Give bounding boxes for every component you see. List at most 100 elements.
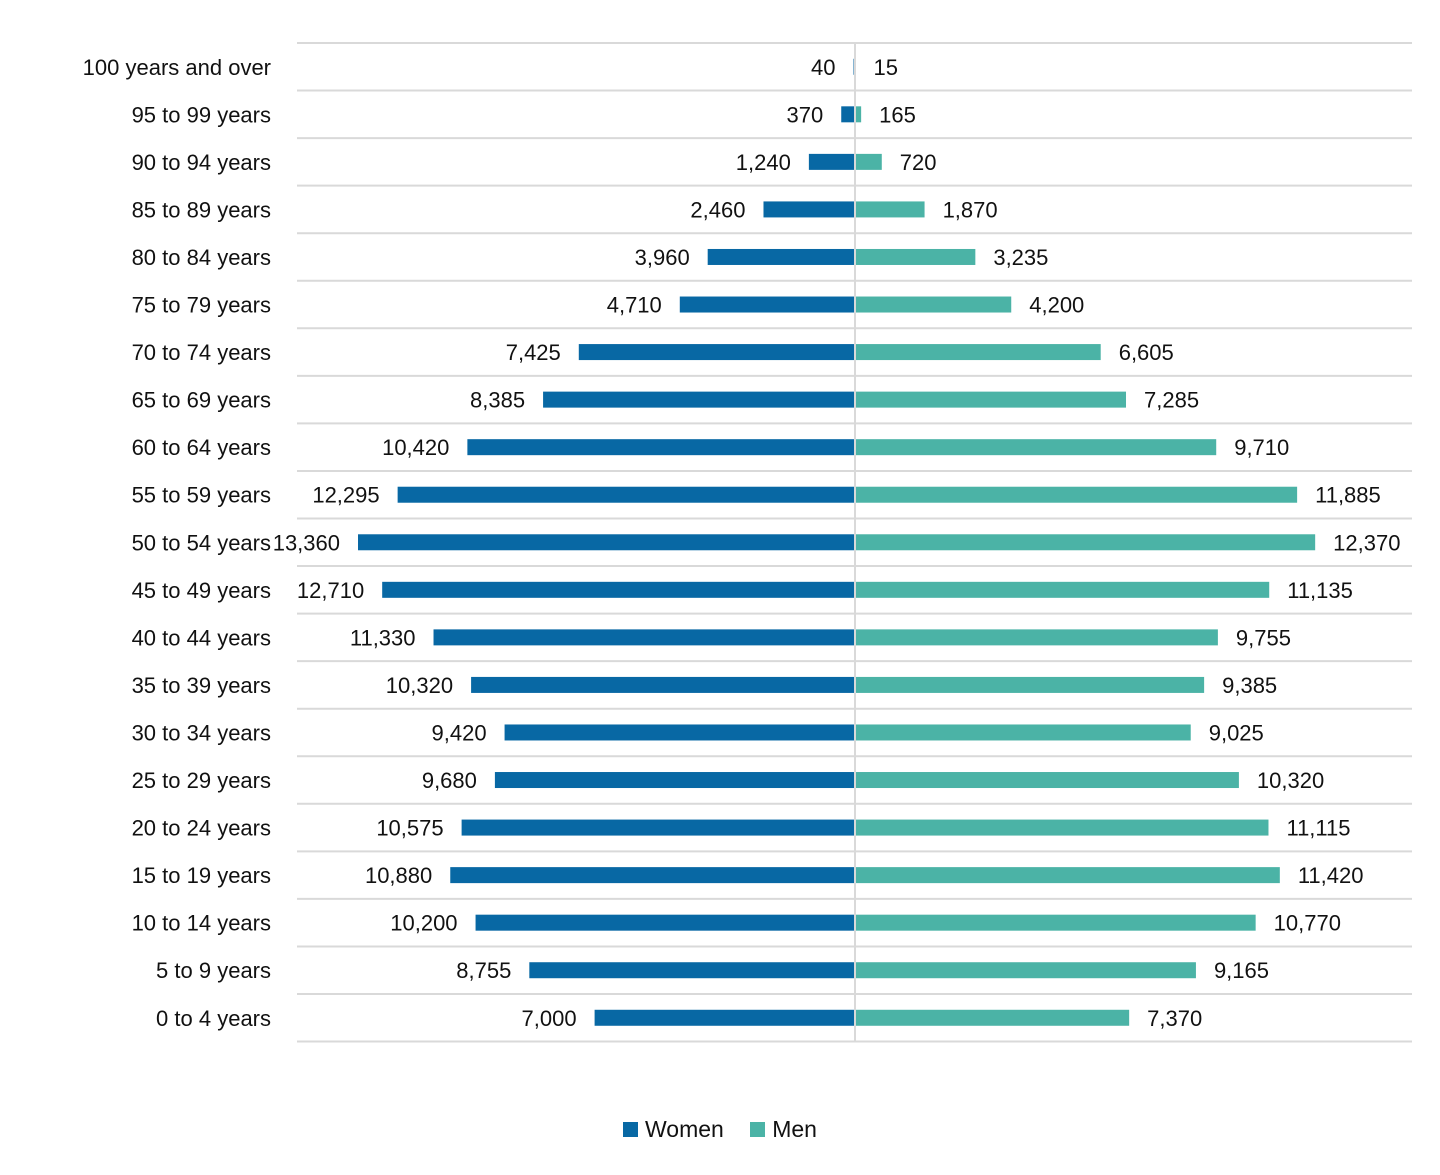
data-label-men: 9,025 [1209, 720, 1264, 745]
data-label-women: 3,960 [635, 245, 690, 270]
legend-label-women: Women [645, 1116, 724, 1142]
bar-women [529, 962, 855, 979]
legend-item-men: Men [750, 1116, 817, 1143]
bar-men [855, 248, 976, 265]
category-label: 0 to 4 years [156, 1006, 271, 1031]
bar-women [433, 629, 855, 646]
data-label-women: 8,755 [456, 958, 511, 983]
data-label-women: 370 [787, 102, 824, 127]
legend: Women Men [0, 1116, 1440, 1143]
data-label-women: 12,295 [312, 483, 379, 508]
data-label-men: 10,320 [1257, 768, 1324, 793]
category-label: 55 to 59 years [132, 483, 271, 508]
data-label-women: 8,385 [470, 388, 525, 413]
bar-women [543, 391, 855, 408]
bar-women [594, 1009, 855, 1026]
data-label-women: 10,320 [386, 673, 453, 698]
category-label: 95 to 99 years [132, 102, 271, 127]
data-label-men: 9,165 [1214, 958, 1269, 983]
data-label-men: 9,755 [1236, 625, 1291, 650]
data-label-men: 11,135 [1287, 578, 1353, 603]
bar-men [855, 534, 1316, 551]
bar-men [855, 962, 1196, 979]
category-label: 90 to 94 years [132, 150, 271, 175]
data-label-women: 2,460 [690, 197, 745, 222]
data-label-men: 11,885 [1315, 483, 1381, 508]
data-label-men: 3,235 [993, 245, 1048, 270]
category-label: 25 to 29 years [132, 768, 271, 793]
bar-men [855, 344, 1101, 361]
bar-men [855, 676, 1205, 693]
bar-women [578, 344, 855, 361]
data-label-men: 165 [879, 102, 916, 127]
data-label-men: 10,770 [1274, 911, 1341, 936]
bar-men [855, 1009, 1130, 1026]
bar-men [855, 772, 1239, 789]
bar-men [855, 106, 862, 123]
category-label: 75 to 79 years [132, 293, 271, 318]
data-label-women: 10,420 [382, 435, 449, 460]
bar-women [808, 153, 855, 170]
data-label-men: 12,370 [1333, 530, 1400, 555]
data-label-men: 4,200 [1029, 293, 1084, 318]
bar-men [855, 581, 1270, 598]
data-label-women: 11,330 [350, 625, 416, 650]
data-label-men: 6,605 [1119, 340, 1174, 365]
legend-swatch-men [750, 1122, 766, 1137]
data-label-men: 9,385 [1222, 673, 1277, 698]
category-label: 15 to 19 years [132, 863, 271, 888]
bar-women [471, 676, 855, 693]
data-label-men: 11,420 [1298, 863, 1364, 888]
category-label: 100 years and over [83, 55, 271, 80]
category-label: 85 to 89 years [132, 197, 271, 222]
bar-women [494, 772, 855, 789]
category-label: 45 to 49 years [132, 578, 271, 603]
bar-men [855, 629, 1218, 646]
bar-men [855, 153, 882, 170]
bar-women [397, 486, 855, 503]
data-label-men: 1,870 [943, 197, 998, 222]
category-label: 70 to 74 years [132, 340, 271, 365]
data-label-women: 7,425 [506, 340, 561, 365]
category-label: 50 to 54 years [132, 530, 271, 555]
data-label-men: 15 [874, 55, 898, 80]
data-label-women: 9,680 [422, 768, 477, 793]
bar-women [450, 867, 855, 884]
bar-women [358, 534, 855, 551]
bar-men [855, 724, 1191, 741]
bar-men [855, 867, 1280, 884]
bar-men [855, 486, 1298, 503]
category-label: 30 to 34 years [132, 720, 271, 745]
legend-label-men: Men [772, 1116, 817, 1142]
data-label-men: 9,710 [1234, 435, 1289, 460]
category-label: 80 to 84 years [132, 245, 271, 270]
bar-men [855, 914, 1256, 931]
category-label: 35 to 39 years [132, 673, 271, 698]
data-label-women: 12,710 [297, 578, 364, 603]
data-label-women: 13,360 [273, 530, 340, 555]
data-label-men: 720 [900, 150, 937, 175]
bar-women [763, 201, 855, 218]
data-label-men: 7,285 [1144, 388, 1199, 413]
bar-women [382, 581, 855, 598]
bar-women [707, 248, 855, 265]
category-label: 10 to 14 years [132, 911, 271, 936]
bar-men [855, 819, 1269, 836]
category-label: 40 to 44 years [132, 625, 271, 650]
bar-men [855, 439, 1217, 456]
legend-swatch-women [623, 1122, 639, 1137]
data-label-men: 11,115 [1286, 816, 1350, 841]
data-label-women: 7,000 [522, 1006, 577, 1031]
data-label-women: 9,420 [432, 720, 487, 745]
population-pyramid-chart: 100 years and over 40 15 95 to 99 years 370 1… [83, 42, 1412, 1043]
category-label: 5 to 9 years [156, 958, 271, 983]
data-label-women: 10,880 [365, 863, 432, 888]
data-label-women: 10,200 [390, 911, 457, 936]
bar-women [841, 106, 855, 123]
bar-men [855, 201, 925, 218]
bar-women [475, 914, 855, 931]
bar-men [855, 296, 1012, 313]
bar-women [679, 296, 855, 313]
legend-item-women: Women [623, 1116, 724, 1143]
bar-women [467, 439, 855, 456]
